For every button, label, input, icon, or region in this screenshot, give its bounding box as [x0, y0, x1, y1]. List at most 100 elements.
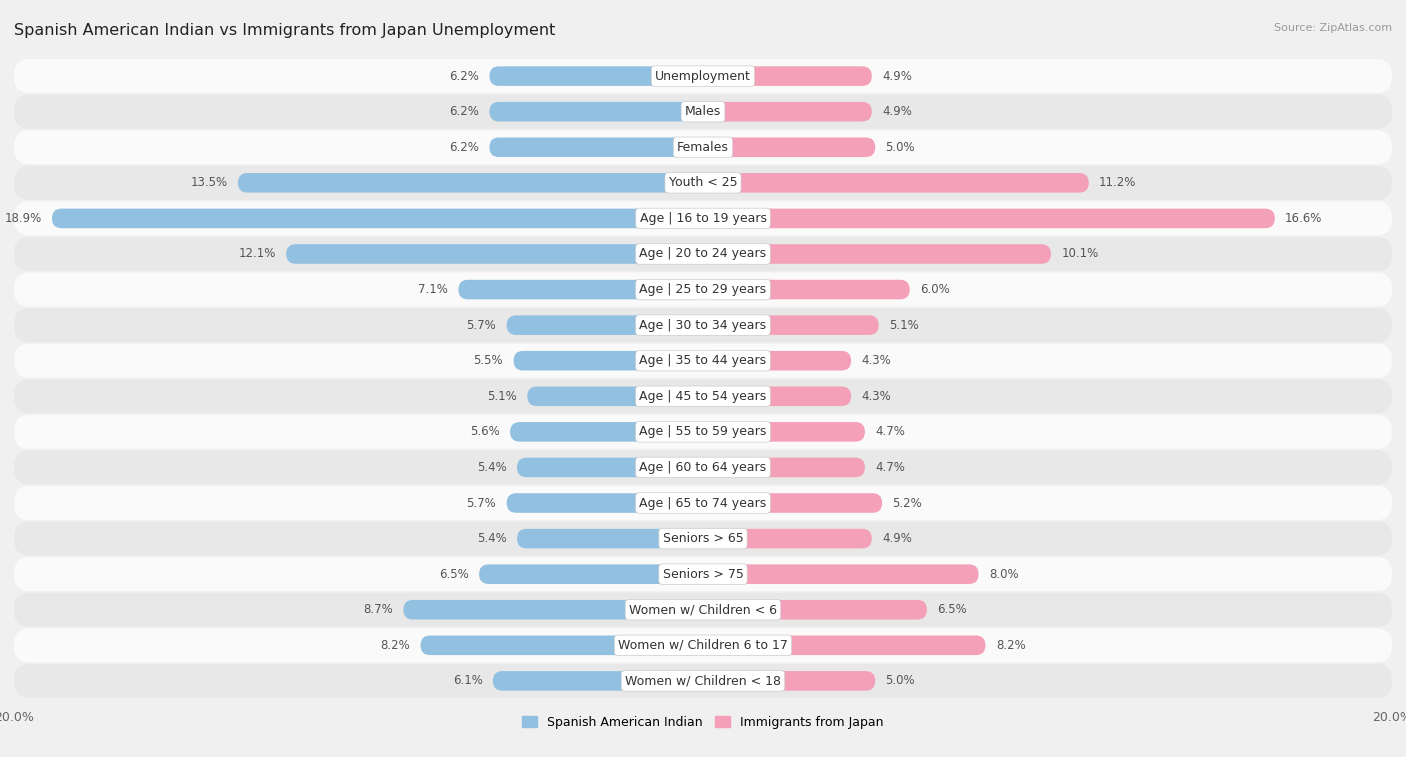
Text: Age | 20 to 24 years: Age | 20 to 24 years — [640, 248, 766, 260]
Text: 18.9%: 18.9% — [4, 212, 42, 225]
FancyBboxPatch shape — [479, 565, 703, 584]
FancyBboxPatch shape — [287, 245, 703, 263]
FancyBboxPatch shape — [703, 600, 927, 619]
Text: 5.5%: 5.5% — [474, 354, 503, 367]
Text: 6.0%: 6.0% — [920, 283, 950, 296]
Text: Males: Males — [685, 105, 721, 118]
Text: 4.3%: 4.3% — [862, 390, 891, 403]
FancyBboxPatch shape — [703, 636, 986, 655]
Text: Seniors > 75: Seniors > 75 — [662, 568, 744, 581]
FancyBboxPatch shape — [703, 102, 872, 121]
FancyBboxPatch shape — [703, 671, 875, 690]
FancyBboxPatch shape — [489, 102, 703, 121]
Text: 6.2%: 6.2% — [450, 105, 479, 118]
Text: 4.7%: 4.7% — [875, 425, 905, 438]
FancyBboxPatch shape — [506, 494, 703, 512]
Text: 8.2%: 8.2% — [995, 639, 1025, 652]
FancyBboxPatch shape — [703, 387, 851, 406]
FancyBboxPatch shape — [703, 529, 872, 548]
Text: 5.0%: 5.0% — [886, 674, 915, 687]
FancyBboxPatch shape — [14, 237, 1392, 271]
Text: 10.1%: 10.1% — [1062, 248, 1098, 260]
Text: 4.9%: 4.9% — [882, 532, 912, 545]
FancyBboxPatch shape — [703, 422, 865, 441]
FancyBboxPatch shape — [14, 344, 1392, 378]
Text: 5.1%: 5.1% — [889, 319, 918, 332]
Text: Age | 55 to 59 years: Age | 55 to 59 years — [640, 425, 766, 438]
FancyBboxPatch shape — [489, 67, 703, 86]
Text: 6.2%: 6.2% — [450, 141, 479, 154]
FancyBboxPatch shape — [517, 529, 703, 548]
FancyBboxPatch shape — [14, 201, 1392, 235]
FancyBboxPatch shape — [703, 209, 1275, 228]
Text: Age | 16 to 19 years: Age | 16 to 19 years — [640, 212, 766, 225]
Text: 5.4%: 5.4% — [477, 532, 506, 545]
FancyBboxPatch shape — [238, 173, 703, 192]
FancyBboxPatch shape — [14, 166, 1392, 200]
Text: Women w/ Children 6 to 17: Women w/ Children 6 to 17 — [619, 639, 787, 652]
FancyBboxPatch shape — [14, 130, 1392, 164]
Text: Unemployment: Unemployment — [655, 70, 751, 83]
Legend: Spanish American Indian, Immigrants from Japan: Spanish American Indian, Immigrants from… — [517, 711, 889, 734]
FancyBboxPatch shape — [14, 593, 1392, 627]
Text: 5.1%: 5.1% — [488, 390, 517, 403]
FancyBboxPatch shape — [14, 522, 1392, 556]
Text: 13.5%: 13.5% — [190, 176, 228, 189]
FancyBboxPatch shape — [517, 458, 703, 477]
Text: 4.7%: 4.7% — [875, 461, 905, 474]
FancyBboxPatch shape — [14, 95, 1392, 129]
Text: 7.1%: 7.1% — [418, 283, 449, 296]
Text: Youth < 25: Youth < 25 — [669, 176, 737, 189]
Text: Age | 35 to 44 years: Age | 35 to 44 years — [640, 354, 766, 367]
Text: 5.4%: 5.4% — [477, 461, 506, 474]
FancyBboxPatch shape — [52, 209, 703, 228]
FancyBboxPatch shape — [404, 600, 703, 619]
FancyBboxPatch shape — [14, 664, 1392, 698]
FancyBboxPatch shape — [14, 59, 1392, 93]
Text: 6.5%: 6.5% — [938, 603, 967, 616]
FancyBboxPatch shape — [703, 173, 1088, 192]
FancyBboxPatch shape — [510, 422, 703, 441]
Text: 4.9%: 4.9% — [882, 70, 912, 83]
Text: 5.7%: 5.7% — [467, 319, 496, 332]
Text: Source: ZipAtlas.com: Source: ZipAtlas.com — [1274, 23, 1392, 33]
Text: Females: Females — [678, 141, 728, 154]
FancyBboxPatch shape — [489, 138, 703, 157]
Text: 12.1%: 12.1% — [239, 248, 276, 260]
FancyBboxPatch shape — [494, 671, 703, 690]
FancyBboxPatch shape — [14, 273, 1392, 307]
FancyBboxPatch shape — [513, 351, 703, 370]
Text: Women w/ Children < 18: Women w/ Children < 18 — [626, 674, 780, 687]
Text: 8.7%: 8.7% — [363, 603, 392, 616]
Text: Women w/ Children < 6: Women w/ Children < 6 — [628, 603, 778, 616]
Text: 6.1%: 6.1% — [453, 674, 482, 687]
Text: 6.2%: 6.2% — [450, 70, 479, 83]
FancyBboxPatch shape — [703, 138, 875, 157]
Text: Age | 60 to 64 years: Age | 60 to 64 years — [640, 461, 766, 474]
FancyBboxPatch shape — [703, 565, 979, 584]
FancyBboxPatch shape — [14, 415, 1392, 449]
Text: Age | 45 to 54 years: Age | 45 to 54 years — [640, 390, 766, 403]
FancyBboxPatch shape — [14, 628, 1392, 662]
Text: 6.5%: 6.5% — [439, 568, 468, 581]
Text: 8.0%: 8.0% — [988, 568, 1018, 581]
FancyBboxPatch shape — [703, 494, 882, 512]
Text: Age | 65 to 74 years: Age | 65 to 74 years — [640, 497, 766, 509]
FancyBboxPatch shape — [14, 557, 1392, 591]
Text: Age | 30 to 34 years: Age | 30 to 34 years — [640, 319, 766, 332]
FancyBboxPatch shape — [703, 245, 1050, 263]
Text: Age | 25 to 29 years: Age | 25 to 29 years — [640, 283, 766, 296]
Text: 4.3%: 4.3% — [862, 354, 891, 367]
FancyBboxPatch shape — [703, 351, 851, 370]
FancyBboxPatch shape — [14, 486, 1392, 520]
Text: 5.0%: 5.0% — [886, 141, 915, 154]
Text: 8.2%: 8.2% — [381, 639, 411, 652]
FancyBboxPatch shape — [14, 308, 1392, 342]
FancyBboxPatch shape — [14, 450, 1392, 484]
FancyBboxPatch shape — [506, 316, 703, 335]
Text: 16.6%: 16.6% — [1285, 212, 1323, 225]
Text: 5.6%: 5.6% — [470, 425, 499, 438]
FancyBboxPatch shape — [14, 379, 1392, 413]
Text: Seniors > 65: Seniors > 65 — [662, 532, 744, 545]
Text: 5.7%: 5.7% — [467, 497, 496, 509]
